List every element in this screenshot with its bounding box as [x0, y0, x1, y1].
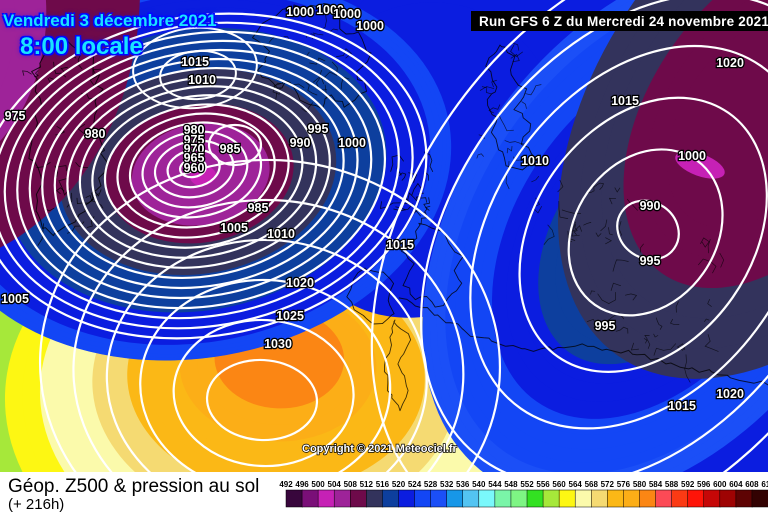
svg-text:492: 492: [279, 480, 293, 489]
svg-text:580: 580: [633, 480, 647, 489]
svg-text:500: 500: [311, 480, 325, 489]
svg-text:1030: 1030: [264, 337, 292, 351]
svg-text:572: 572: [601, 480, 615, 489]
svg-text:556: 556: [536, 480, 550, 489]
svg-text:528: 528: [424, 480, 438, 489]
svg-text:1010: 1010: [188, 73, 216, 87]
svg-text:544: 544: [488, 480, 502, 489]
svg-text:960: 960: [184, 161, 205, 175]
svg-text:588: 588: [665, 480, 679, 489]
svg-text:995: 995: [640, 254, 661, 268]
svg-text:1025: 1025: [276, 309, 304, 323]
svg-text:985: 985: [220, 142, 241, 156]
svg-text:1000: 1000: [678, 149, 706, 163]
svg-text:564: 564: [569, 480, 583, 489]
svg-text:1020: 1020: [716, 56, 744, 70]
svg-text:990: 990: [640, 199, 661, 213]
svg-text:1000: 1000: [338, 136, 366, 150]
svg-text:536: 536: [456, 480, 470, 489]
svg-text:552: 552: [520, 480, 534, 489]
svg-text:516: 516: [376, 480, 390, 489]
svg-text:508: 508: [344, 480, 358, 489]
svg-text:608: 608: [745, 480, 759, 489]
svg-text:995: 995: [595, 319, 616, 333]
svg-text:584: 584: [649, 480, 663, 489]
svg-text:512: 512: [360, 480, 374, 489]
svg-text:604: 604: [729, 480, 743, 489]
svg-text:592: 592: [681, 480, 695, 489]
svg-text:1010: 1010: [267, 227, 295, 241]
svg-text:504: 504: [328, 480, 342, 489]
svg-text:995: 995: [308, 122, 329, 136]
svg-text:1000: 1000: [356, 19, 384, 33]
svg-text:520: 520: [392, 480, 406, 489]
svg-text:1005: 1005: [1, 292, 29, 306]
svg-text:980: 980: [85, 127, 106, 141]
svg-text:496: 496: [295, 480, 309, 489]
svg-text:985: 985: [248, 201, 269, 215]
svg-text:975: 975: [5, 109, 26, 123]
svg-text:532: 532: [440, 480, 454, 489]
svg-text:600: 600: [713, 480, 727, 489]
svg-text:568: 568: [585, 480, 599, 489]
svg-text:1015: 1015: [668, 399, 696, 413]
svg-text:1010: 1010: [521, 154, 549, 168]
svg-text:1015: 1015: [386, 238, 414, 252]
svg-text:540: 540: [472, 480, 486, 489]
svg-text:1015: 1015: [181, 55, 209, 69]
svg-text:1000: 1000: [286, 5, 314, 19]
svg-text:1005: 1005: [220, 221, 248, 235]
svg-text:596: 596: [697, 480, 711, 489]
svg-text:576: 576: [617, 480, 631, 489]
svg-text:524: 524: [408, 480, 422, 489]
svg-text:548: 548: [504, 480, 518, 489]
svg-text:990: 990: [290, 136, 311, 150]
svg-text:612: 612: [761, 480, 768, 489]
svg-text:560: 560: [552, 480, 566, 489]
svg-text:1020: 1020: [716, 387, 744, 401]
svg-text:1020: 1020: [286, 276, 314, 290]
svg-text:1015: 1015: [611, 94, 639, 108]
